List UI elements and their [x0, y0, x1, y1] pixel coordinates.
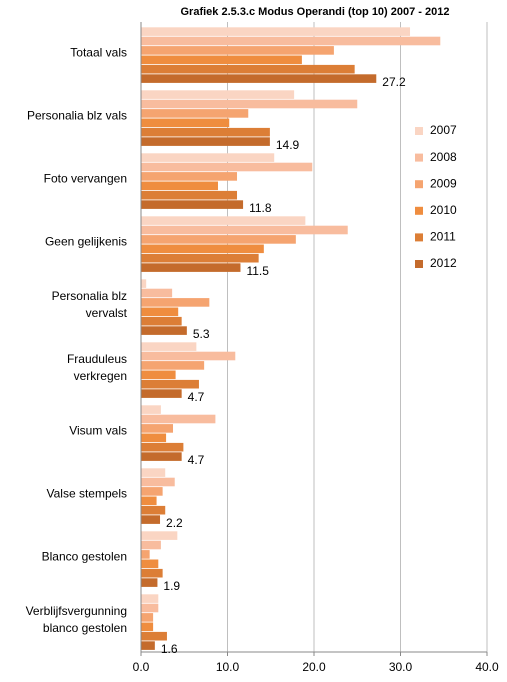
bar [141, 414, 216, 424]
bar [141, 540, 161, 550]
value-label: 11.8 [249, 201, 272, 215]
legend-label: 2008 [430, 150, 457, 164]
bar [141, 288, 173, 298]
legend-label: 2009 [430, 176, 457, 190]
bar [141, 641, 155, 650]
bar [141, 118, 230, 128]
bar [141, 326, 187, 335]
y-tick-label: Blanco gestolen [42, 550, 127, 564]
bar [141, 172, 238, 181]
value-label: 5.3 [193, 327, 210, 341]
legend-label: 2011 [430, 230, 456, 244]
bar [141, 550, 150, 559]
bar [141, 389, 182, 398]
bar [141, 452, 182, 461]
bar [141, 477, 175, 487]
chart-title: Grafiek 2.5.3.c Modus Operandi (top 10) … [181, 6, 450, 18]
bar [141, 351, 236, 361]
y-tick-label: Visum vals [69, 424, 127, 438]
bar [141, 631, 167, 641]
bar [141, 568, 163, 578]
bar [141, 99, 358, 109]
value-label: 4.7 [188, 390, 205, 404]
x-tick-label: 20.0 [302, 660, 326, 674]
x-tick-label: 0.0 [133, 660, 150, 674]
legend-swatch [415, 206, 423, 215]
bar [141, 46, 334, 55]
value-label: 2.2 [166, 516, 183, 530]
bar [141, 36, 441, 46]
bar [141, 64, 355, 74]
bar [141, 263, 241, 272]
bar [141, 55, 302, 65]
bar [141, 531, 178, 540]
bar [141, 379, 199, 389]
x-tick-label: 10.0 [216, 660, 240, 674]
bar [141, 603, 159, 613]
value-label: 1.9 [163, 579, 180, 593]
bar [141, 181, 218, 191]
bar [141, 216, 306, 225]
bar [141, 342, 197, 351]
bar [141, 137, 270, 146]
bar [141, 127, 270, 137]
x-tick-label: 40.0 [475, 660, 499, 674]
value-label: 11.5 [246, 264, 269, 278]
y-tick-label: Frauduleus verkregen [67, 352, 127, 383]
bar [141, 244, 264, 254]
x-tick-label: 30.0 [389, 660, 413, 674]
bar [141, 307, 179, 317]
legend-label: 2010 [430, 203, 457, 217]
bar [141, 235, 296, 244]
bar [141, 253, 259, 263]
value-label: 1.6 [161, 642, 178, 656]
bar [141, 316, 182, 326]
legend-label: 2007 [430, 123, 457, 137]
bar [141, 515, 161, 524]
bar [141, 559, 159, 569]
bar [141, 74, 377, 83]
y-tick-label: Geen gelijkenis [45, 235, 127, 249]
bar [141, 442, 184, 452]
bar [141, 468, 166, 477]
bar [141, 153, 275, 162]
legend-swatch [415, 180, 423, 189]
bar [141, 487, 163, 496]
legend-swatch [415, 260, 423, 268]
bar [141, 505, 166, 515]
legend-swatch [415, 233, 423, 242]
y-tick-label: Verblijfsvergunning blanco gestolen [26, 604, 127, 635]
legend-swatch [415, 153, 423, 162]
y-tick-label: Personalia blz vals [27, 109, 127, 123]
value-label: 27.2 [382, 75, 406, 89]
bar [141, 361, 205, 370]
bar [141, 190, 238, 200]
bar [141, 594, 159, 603]
bar [141, 109, 249, 118]
value-label: 4.7 [188, 453, 205, 467]
y-tick-label: Totaal vals [70, 46, 127, 60]
bar [141, 370, 176, 380]
bar [141, 298, 210, 307]
bar [141, 496, 157, 506]
bar [141, 225, 348, 235]
y-tick-label: Personalia blz vervalst [52, 289, 128, 320]
y-tick-label: Foto vervangen [44, 172, 127, 186]
bar [141, 162, 313, 172]
legend-label: 2012 [430, 256, 457, 270]
bar [141, 279, 147, 288]
value-label: 14.9 [276, 138, 300, 152]
y-tick-label: Valse stempels [47, 487, 127, 501]
bar [141, 613, 154, 622]
bar [141, 200, 244, 209]
bar [141, 622, 154, 632]
bar [141, 433, 167, 443]
legend-swatch [415, 127, 423, 135]
bar [141, 90, 295, 99]
bar [141, 405, 161, 414]
bar [141, 578, 158, 587]
bar [141, 27, 411, 36]
bar [141, 424, 174, 433]
